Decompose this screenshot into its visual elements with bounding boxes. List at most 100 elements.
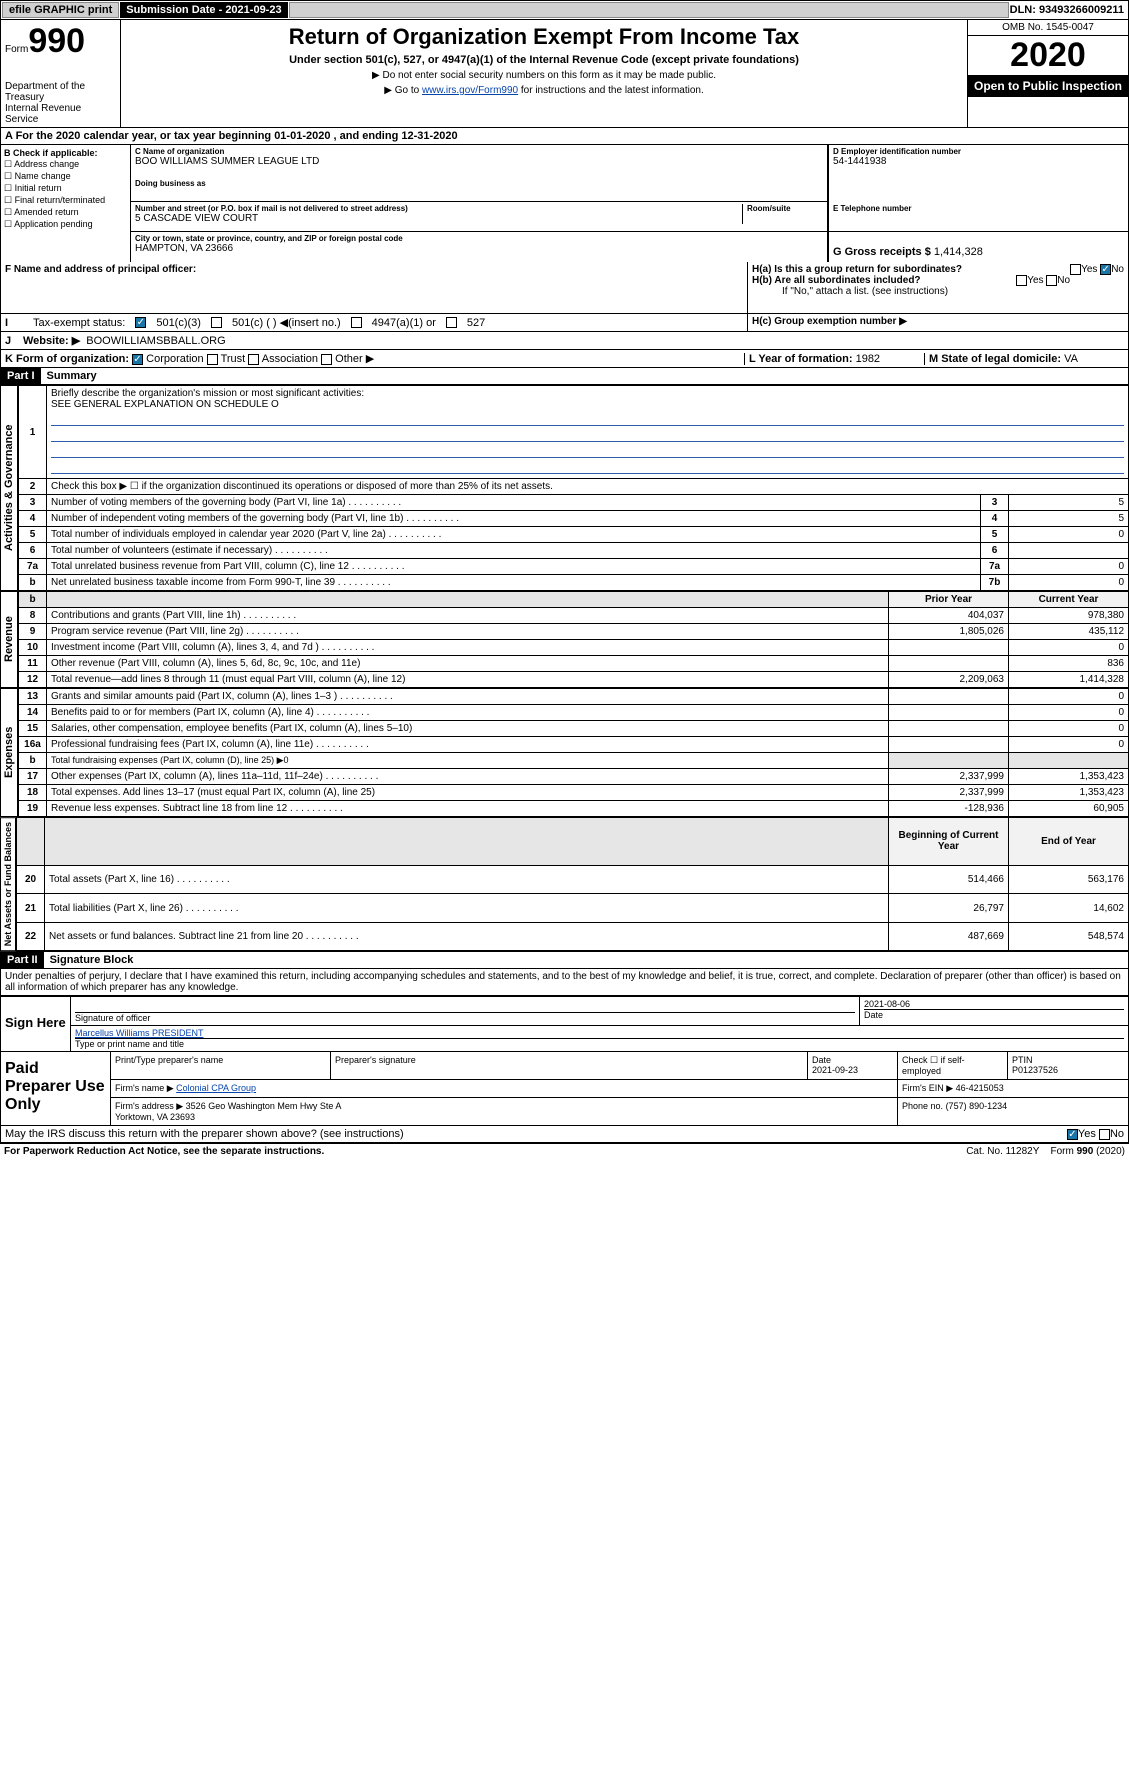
block-f-h: F Name and address of principal officer:… xyxy=(0,262,1129,314)
form-label: Form xyxy=(5,44,28,55)
hb-no[interactable] xyxy=(1046,275,1057,286)
i-527[interactable] xyxy=(446,317,457,328)
h-c: H(c) Group exemption number ▶ xyxy=(752,316,907,327)
ha-no[interactable] xyxy=(1100,264,1111,275)
section-b: B Check if applicable: ☐ Address change … xyxy=(1,145,131,262)
check-name-change[interactable]: ☐ Name change xyxy=(4,171,127,182)
check-final-return[interactable]: ☐ Final return/terminated xyxy=(4,195,127,206)
omb-number: OMB No. 1545-0047 xyxy=(968,20,1128,36)
year-formation: 1982 xyxy=(856,353,880,365)
i-label: Tax-exempt status: xyxy=(33,317,125,329)
domicile: VA xyxy=(1064,353,1078,365)
e-phone-label: E Telephone number xyxy=(833,204,1124,213)
section-a-line: A For the 2020 calendar year, or tax yea… xyxy=(0,128,1129,145)
sig-officer-label: Signature of officer xyxy=(75,1013,150,1023)
discuss-no[interactable] xyxy=(1099,1129,1110,1140)
firm-name[interactable]: Colonial CPA Group xyxy=(176,1083,256,1093)
label-net-assets: Net Assets or Fund Balances xyxy=(0,817,16,951)
form-subtitle: Under section 501(c), 527, or 4947(a)(1)… xyxy=(127,54,961,66)
part2-title: Signature Block xyxy=(44,954,134,966)
sign-date: 2021-08-06 xyxy=(864,999,1124,1010)
tax-year: 2020 xyxy=(968,36,1128,75)
label-expenses: Expenses xyxy=(0,688,18,817)
department: Department of the Treasury Internal Reve… xyxy=(5,81,116,125)
b-header: B Check if applicable: xyxy=(4,148,127,158)
discuss-yes[interactable] xyxy=(1067,1129,1078,1140)
summary-governance-table: 1 Briefly describe the organization's mi… xyxy=(18,385,1129,591)
mission: SEE GENERAL EXPLANATION ON SCHEDULE O xyxy=(51,399,279,410)
pra-notice: For Paperwork Reduction Act Notice, see … xyxy=(4,1146,324,1157)
j-row: J Website: ▶ BOOWILLIAMSBBALL.ORG xyxy=(0,332,1129,350)
part2-header: Part II xyxy=(1,952,44,968)
firm-ein: 46-4215053 xyxy=(956,1083,1004,1093)
d-ein-label: D Employer identification number xyxy=(833,147,1124,156)
check-app-pending[interactable]: ☐ Application pending xyxy=(4,219,127,230)
h-b-note: If "No," attach a list. (see instruction… xyxy=(752,286,1124,297)
irs-link[interactable]: www.irs.gov/Form990 xyxy=(422,85,518,96)
self-employed-check[interactable]: Check ☐ if self-employed xyxy=(898,1052,1008,1079)
form-title: Return of Organization Exempt From Incom… xyxy=(127,24,961,50)
perjury: Under penalties of perjury, I declare th… xyxy=(0,969,1129,995)
efile-print-button[interactable]: efile GRAPHIC print xyxy=(2,2,119,18)
k-l-m-row: K Form of organization: Corporation Trus… xyxy=(0,350,1129,368)
ptin: P01237526 xyxy=(1012,1065,1058,1075)
officer-name[interactable]: Marcellus Williams PRESIDENT xyxy=(75,1028,204,1038)
room-label: Room/suite xyxy=(747,204,823,213)
street-address: 5 CASCADE VIEW COURT xyxy=(135,213,742,224)
form-number: 990 xyxy=(28,22,85,60)
h-a: H(a) Is this a group return for subordin… xyxy=(752,264,1124,275)
g-label: G Gross receipts $ xyxy=(833,246,931,258)
dba-label: Doing business as xyxy=(135,179,823,188)
dln: DLN: 93493266009211 xyxy=(1010,4,1128,16)
note-ssn: ▶ Do not enter social security numbers o… xyxy=(127,70,961,81)
f-label: F Name and address of principal officer: xyxy=(5,264,743,275)
label-revenue: Revenue xyxy=(0,591,18,688)
city-state-zip: HAMPTON, VA 23666 xyxy=(135,243,823,254)
i-501c3[interactable] xyxy=(135,317,146,328)
city-label: City or town, state or province, country… xyxy=(135,234,823,243)
sign-here-block: Sign Here Signature of officer 2021-08-0… xyxy=(0,995,1129,1052)
open-to-public: Open to Public Inspection xyxy=(968,75,1128,97)
hb-yes[interactable] xyxy=(1016,275,1027,286)
part1-title: Summary xyxy=(41,370,97,382)
expenses-table: 13Grants and similar amounts paid (Part … xyxy=(18,688,1129,817)
k-trust[interactable] xyxy=(207,354,218,365)
cat-no: Cat. No. 11282Y xyxy=(966,1146,1039,1157)
firm-phone: (757) 890-1234 xyxy=(946,1101,1008,1111)
check-initial-return[interactable]: ☐ Initial return xyxy=(4,183,127,194)
preparer-name-label: Print/Type preparer's name xyxy=(111,1052,331,1079)
block-b-to-g: B Check if applicable: ☐ Address change … xyxy=(0,145,1129,262)
note-link: ▶ Go to www.irs.gov/Form990 for instruct… xyxy=(127,85,961,96)
check-amended[interactable]: ☐ Amended return xyxy=(4,207,127,218)
revenue-table: bPrior YearCurrent Year 8Contributions a… xyxy=(18,591,1129,688)
ha-yes[interactable] xyxy=(1070,264,1081,275)
gross-receipts: 1,414,328 xyxy=(934,246,983,258)
preparer-sig-label: Preparer's signature xyxy=(331,1052,808,1079)
i-501c[interactable] xyxy=(211,317,222,328)
date-label: Date xyxy=(864,1010,883,1020)
discuss-row: May the IRS discuss this return with the… xyxy=(0,1126,1129,1143)
c-name-label: C Name of organization xyxy=(135,147,823,156)
header-bar: efile GRAPHIC print Submission Date - 20… xyxy=(0,0,1129,20)
ein: 54-1441938 xyxy=(833,156,1124,167)
paid-preparer-block: Paid Preparer Use Only Print/Type prepar… xyxy=(0,1052,1129,1126)
h-b: H(b) Are all subordinates included? Yes … xyxy=(752,275,1124,286)
header-spacer xyxy=(289,2,1009,18)
submission-date: Submission Date - 2021-09-23 xyxy=(120,2,287,18)
part1-header: Part I xyxy=(1,368,41,384)
form-footer: Form 990 (2020) xyxy=(1051,1146,1125,1157)
preparer-date: 2021-09-23 xyxy=(812,1065,858,1075)
paid-preparer-label: Paid Preparer Use Only xyxy=(1,1052,111,1125)
website: BOOWILLIAMSBBALL.ORG xyxy=(86,335,225,347)
net-assets-table: Beginning of Current YearEnd of Year 20T… xyxy=(16,817,1129,951)
title-block: Form990 Department of the Treasury Inter… xyxy=(0,20,1129,128)
label-governance: Activities & Governance xyxy=(0,385,18,591)
footer: For Paperwork Reduction Act Notice, see … xyxy=(0,1143,1129,1159)
sign-here-label: Sign Here xyxy=(1,997,71,1051)
org-name: BOO WILLIAMS SUMMER LEAGUE LTD xyxy=(135,156,823,167)
i-4947[interactable] xyxy=(351,317,362,328)
k-assoc[interactable] xyxy=(248,354,259,365)
k-other[interactable] xyxy=(321,354,332,365)
check-address-change[interactable]: ☐ Address change xyxy=(4,159,127,170)
k-corp[interactable] xyxy=(132,354,143,365)
